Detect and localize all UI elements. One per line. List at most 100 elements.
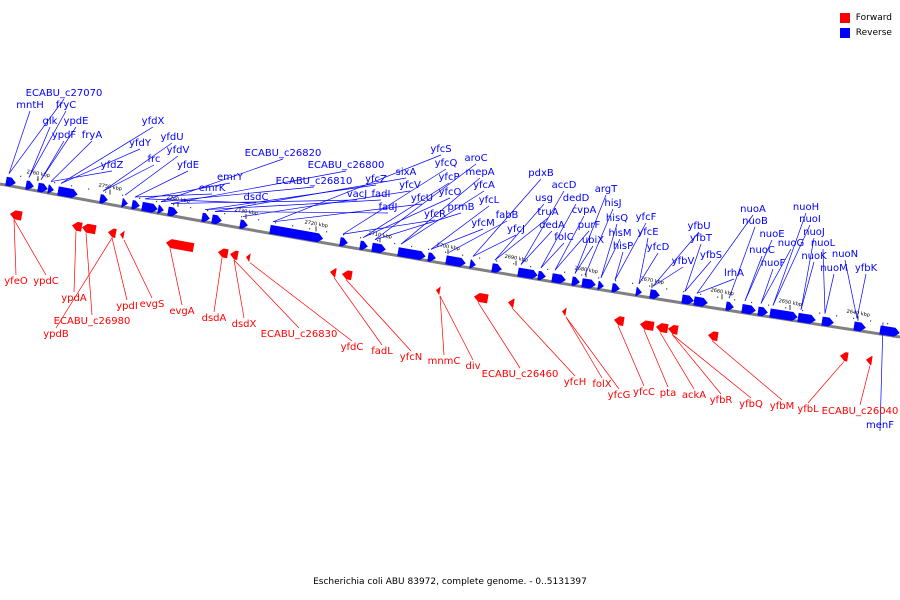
- forward-gene-label: folX: [592, 379, 611, 390]
- reverse-label-leader: [760, 268, 774, 304]
- forward-label-leader: [671, 334, 752, 399]
- reverse-label-leader: [204, 184, 377, 211]
- ruler-minor-dot: [530, 266, 532, 268]
- forward-label-leader: [249, 262, 353, 342]
- reverse-gene-label: mepA: [465, 167, 494, 178]
- reverse-label-leader: [638, 252, 659, 285]
- reverse-gene-label: yfcU: [411, 193, 433, 204]
- forward-gene-arrow: [614, 316, 625, 326]
- reverse-gene-arrow: [397, 247, 426, 260]
- reverse-gene-label: yfdU: [160, 132, 183, 143]
- reverse-gene-label: fryA: [82, 130, 103, 141]
- reverse-gene-label: purF: [578, 220, 601, 231]
- reverse-gene-label: yfbU: [687, 221, 710, 232]
- reverse-label-leader: [520, 190, 565, 265]
- ruler-minor-dot: [615, 280, 617, 282]
- reverse-label-leader: [520, 230, 553, 265]
- forward-gene-label: ECABU_c26460: [482, 369, 559, 380]
- forward-gene-arrow: [10, 210, 23, 221]
- reverse-gene-label: dedA: [539, 220, 565, 231]
- reverse-gene-arrow: [853, 321, 866, 332]
- forward-label-leader: [233, 259, 300, 329]
- reverse-gene-arrow: [121, 198, 128, 208]
- reverse-gene-label: yfcE: [637, 227, 658, 238]
- reverse-gene-label: yfcJ: [507, 224, 525, 235]
- reverse-label-leader: [652, 266, 684, 287]
- reverse-gene-label: mntH: [16, 100, 44, 111]
- reverse-gene-arrow: [57, 186, 78, 198]
- forward-label-leader: [617, 325, 645, 387]
- reverse-gene-label: nuoB: [742, 216, 768, 227]
- ruler-minor-dot: [581, 274, 583, 276]
- reverse-gene-label: yfdY: [129, 138, 152, 149]
- forward-gene-arrow: [436, 286, 441, 296]
- reverse-gene-arrow: [99, 194, 108, 204]
- forward-label-leader: [477, 302, 521, 369]
- forward-label-leader: [213, 257, 223, 313]
- forward-gene-label: yfbL: [797, 404, 819, 415]
- reverse-gene-label: aroC: [464, 153, 487, 164]
- ruler-minor-dot: [258, 219, 260, 221]
- ruler-minor-dot: [224, 213, 226, 215]
- reverse-gene-label: prmB: [448, 202, 475, 213]
- forward-label-leader: [511, 307, 576, 377]
- ruler-minor-dot: [853, 317, 855, 320]
- figure-caption: Escherichia coli ABU 83972, complete gen…: [313, 577, 587, 587]
- ruler-minor-dot: [394, 242, 396, 245]
- reverse-gene-label: hisJ: [604, 198, 621, 209]
- ruler-minor-dot: [360, 237, 362, 239]
- reverse-label-leader: [134, 170, 189, 198]
- forward-gene-arrow: [562, 307, 567, 317]
- ruler-minor-dot: [802, 309, 804, 312]
- reverse-gene-label: yfcQ: [435, 158, 458, 169]
- reverse-gene-label: yfdV: [167, 145, 190, 156]
- reverse-label-leader: [879, 322, 884, 432]
- forward-gene-label: yfcG: [608, 390, 631, 401]
- forward-gene-arrow: [330, 268, 337, 278]
- reverse-gene-arrow: [157, 204, 164, 214]
- reverse-gene-arrow: [681, 294, 694, 305]
- reverse-gene-arrow: [239, 219, 248, 229]
- reverse-gene-arrow: [649, 289, 660, 299]
- reverse-gene-label: menF: [866, 420, 894, 431]
- reverse-gene-arrow: [339, 237, 348, 247]
- reverse-gene-label: vacJ: [347, 189, 368, 200]
- reverse-gene-label: pdxB: [528, 168, 554, 179]
- reverse-gene-label: yfbK: [855, 263, 878, 274]
- reverse-label-leader: [134, 193, 213, 198]
- reverse-gene-label: nuoJ: [803, 227, 825, 238]
- ruler-minor-dot: [547, 268, 549, 271]
- forward-gene-label: yfcN: [400, 352, 422, 363]
- reverse-gene-label: frc: [148, 154, 161, 165]
- label-leader-lines: [8, 98, 884, 432]
- legend-item-reverse: Reverse: [839, 25, 892, 40]
- forward-gene-label: pta: [660, 388, 676, 399]
- ruler-minor-dot: [275, 222, 277, 224]
- reverse-gene-label: nuoA: [740, 204, 766, 215]
- forward-gene-label: ECABU_c26980: [54, 316, 131, 327]
- ruler-tick-label: 2690 kbp: [504, 254, 528, 264]
- reverse-gene-label: dsdC: [244, 192, 269, 203]
- reverse-gene-arrow: [725, 301, 734, 311]
- forward-gene-arrow: [342, 270, 353, 281]
- reverse-gene-label: yfcF: [636, 212, 657, 223]
- legend-label-reverse: Reverse: [855, 27, 892, 38]
- reverse-gene-arrow: [211, 214, 222, 225]
- forward-label-leader: [333, 277, 383, 346]
- ruler-minor-dot: [717, 296, 719, 298]
- ruler-minor-dot: [513, 263, 515, 265]
- reverse-label-leader: [430, 228, 484, 250]
- forward-gene-arrow: [82, 223, 97, 235]
- reverse-label-leader: [8, 110, 31, 174]
- reverse-gene-label: yfcS: [430, 144, 451, 155]
- reverse-gene-arrow: [757, 306, 768, 317]
- reverse-label-leader: [540, 242, 565, 269]
- reverse-gene-label: truA: [537, 207, 558, 218]
- gene-arrows: [5, 176, 900, 366]
- reverse-gene-label: ECABU_c26820: [245, 148, 322, 159]
- reverse-gene-label: accD: [552, 180, 577, 191]
- reverse-label-leader: [40, 140, 65, 180]
- reverse-label-leader: [40, 126, 77, 180]
- reverse-gene-label: emrK: [199, 183, 226, 194]
- reverse-label-leader: [856, 273, 867, 319]
